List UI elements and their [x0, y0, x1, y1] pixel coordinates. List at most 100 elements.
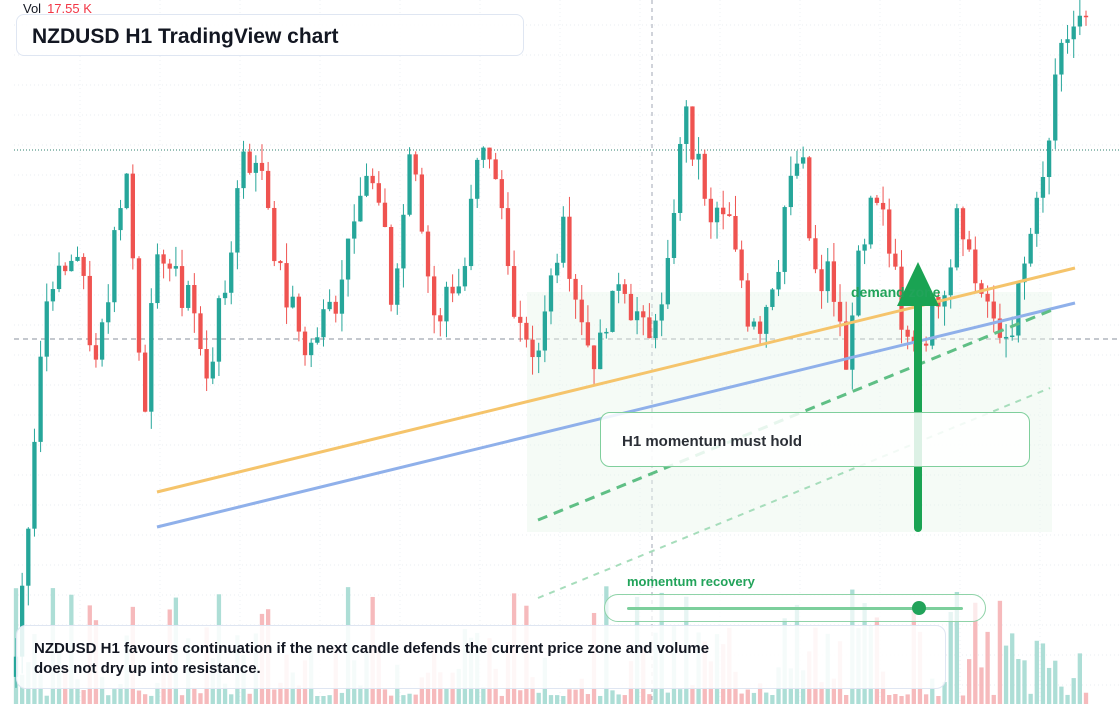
- volume-bar: [1065, 694, 1070, 704]
- candle-body: [112, 230, 117, 303]
- candle-body: [1077, 15, 1083, 27]
- candle-body: [241, 151, 246, 189]
- volume-bar: [647, 694, 652, 704]
- volume-bar: [444, 688, 449, 704]
- candle-body: [315, 337, 320, 343]
- momentum-callout[interactable]: H1 momentum must hold: [600, 412, 1030, 467]
- volume-bar: [567, 689, 572, 704]
- volume-bar: [1077, 653, 1083, 704]
- candle-body: [118, 208, 123, 231]
- candle-body: [813, 238, 818, 270]
- volume-bar: [936, 695, 941, 704]
- candle-body: [1028, 233, 1033, 264]
- volume-bar: [954, 591, 960, 704]
- candle-body: [407, 154, 412, 215]
- volume-bar: [622, 695, 627, 704]
- candle-body: [75, 256, 80, 261]
- candle-body: [161, 254, 166, 264]
- volume-bar: [948, 611, 953, 704]
- candle-body: [880, 202, 886, 210]
- candle-body: [327, 301, 332, 310]
- volume-bar: [757, 683, 763, 704]
- candle-body: [721, 207, 726, 215]
- candle-body: [1059, 42, 1064, 75]
- candle-body: [684, 106, 689, 144]
- candle-body: [130, 173, 135, 259]
- momentum-slider[interactable]: [604, 594, 986, 622]
- volume-value: 17.55 K: [47, 1, 92, 16]
- candle-body: [63, 265, 68, 272]
- candle-body: [1071, 26, 1076, 40]
- volume-bar: [155, 682, 160, 704]
- volume-bar: [764, 692, 769, 704]
- candle-body: [339, 279, 345, 314]
- candle-body: [468, 198, 474, 267]
- candle-body: [542, 311, 548, 351]
- volume-bar: [610, 690, 615, 704]
- candle-body: [967, 239, 972, 250]
- candle-body: [376, 183, 381, 203]
- demand-zone-label: demand zone: [851, 284, 941, 300]
- candle-body: [302, 331, 308, 356]
- candle-body: [167, 263, 172, 269]
- candle-body: [923, 343, 929, 346]
- volume-bar: [979, 667, 984, 704]
- volume-bar: [118, 683, 123, 704]
- candle-body: [733, 215, 738, 250]
- candle-body: [149, 303, 154, 412]
- volume-bar: [149, 695, 154, 704]
- volume-legend: Vol 17.55 K: [23, 1, 92, 16]
- candle-body: [186, 285, 191, 308]
- volume-bar: [573, 689, 578, 704]
- candle-body: [979, 283, 984, 294]
- momentum-slider-knob[interactable]: [912, 601, 927, 615]
- momentum-arrow-icon: [897, 262, 939, 306]
- candle-body: [345, 238, 351, 280]
- volume-bar: [413, 694, 418, 704]
- volume-bar: [536, 692, 541, 704]
- volume-bar: [1046, 667, 1052, 704]
- candle-body: [321, 309, 326, 338]
- candle-body: [216, 298, 222, 362]
- volume-bar: [518, 690, 523, 704]
- candle-body: [536, 350, 541, 358]
- candle-body: [462, 266, 468, 287]
- candle-body: [142, 352, 148, 412]
- candle-body: [364, 175, 369, 196]
- candle-body: [770, 289, 775, 307]
- momentum-label: momentum recovery: [627, 574, 755, 589]
- candle-body: [800, 157, 806, 164]
- volume-bar: [677, 689, 683, 704]
- candle-body: [579, 299, 584, 323]
- candle-body: [997, 318, 1003, 338]
- volume-bar: [1034, 640, 1039, 704]
- candle-body: [309, 342, 314, 356]
- candle-body: [511, 266, 517, 317]
- candle-body: [69, 260, 74, 272]
- volume-bar: [1010, 633, 1015, 704]
- candle-body: [265, 170, 271, 208]
- candle-body: [87, 275, 92, 346]
- candle-body: [598, 332, 603, 370]
- candle-body: [788, 175, 793, 208]
- volume-bar: [142, 694, 148, 704]
- candle-body: [179, 266, 185, 308]
- candle-body: [677, 143, 683, 213]
- candle-body: [573, 278, 578, 300]
- candle-body: [893, 253, 898, 267]
- candle-body: [487, 147, 492, 160]
- candle-body: [641, 311, 646, 318]
- volume-bar: [973, 602, 978, 704]
- candle-body: [413, 154, 418, 175]
- candle-body: [690, 106, 695, 160]
- volume-bar: [192, 687, 197, 704]
- candle-body: [401, 214, 406, 269]
- candle-body: [247, 151, 252, 173]
- volume-bar: [1016, 659, 1021, 704]
- candle-body: [610, 290, 615, 332]
- volume-bar: [321, 695, 326, 704]
- candle-body: [616, 284, 621, 291]
- candle-body: [850, 315, 855, 370]
- candle-body: [665, 257, 670, 305]
